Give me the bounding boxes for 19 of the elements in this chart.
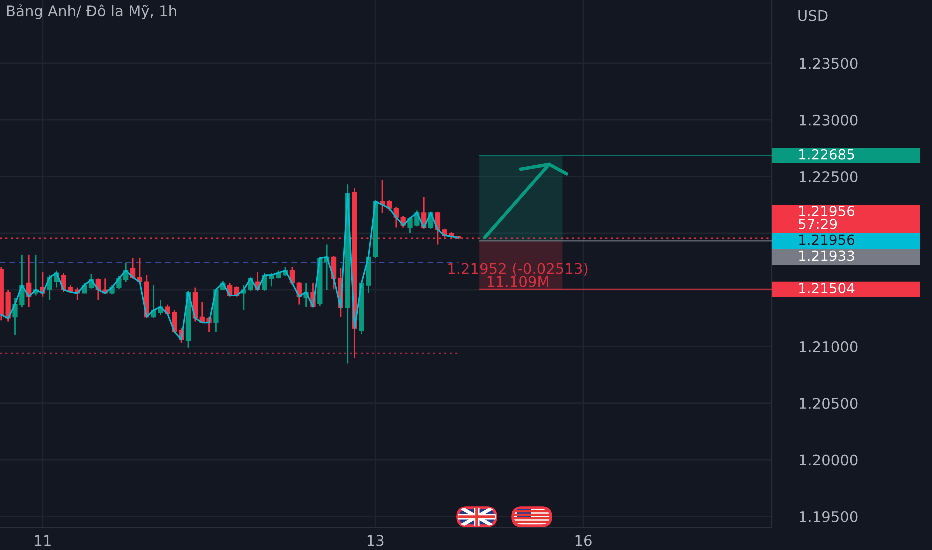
annotation: 11.109M xyxy=(488,276,548,288)
ref-line-label: 1.21504 xyxy=(800,283,855,294)
x-tick-label: 11 xyxy=(35,535,51,546)
y-axis-title: USD xyxy=(798,10,828,22)
y-tick-label: 1.23000 xyxy=(800,114,858,126)
y-tick-label: 1.19500 xyxy=(800,511,858,522)
ref-line-label: 1.21956 57:29 xyxy=(799,206,855,230)
y-tick-label: 1.20500 xyxy=(800,398,858,410)
x-tick-label: 13 xyxy=(368,535,384,546)
text: 1.21956 xyxy=(800,234,855,246)
ref-line-label: 1.22685 xyxy=(800,149,854,160)
ref-line-label: 1.21933 xyxy=(800,250,854,262)
y-tick-label: 1.21000 xyxy=(800,341,858,352)
y-tick-label: 1.22500 xyxy=(800,171,858,183)
chart-title: Bảng Anh/ Đô la Mỹ, 1h xyxy=(7,4,176,20)
y-tick-label: 1.23500 xyxy=(800,58,858,70)
y-tick-label: 1.20000 xyxy=(800,454,858,466)
annotation: 1.21952 (-0.02513) xyxy=(448,262,588,276)
x-tick-label: 16 xyxy=(576,535,592,546)
